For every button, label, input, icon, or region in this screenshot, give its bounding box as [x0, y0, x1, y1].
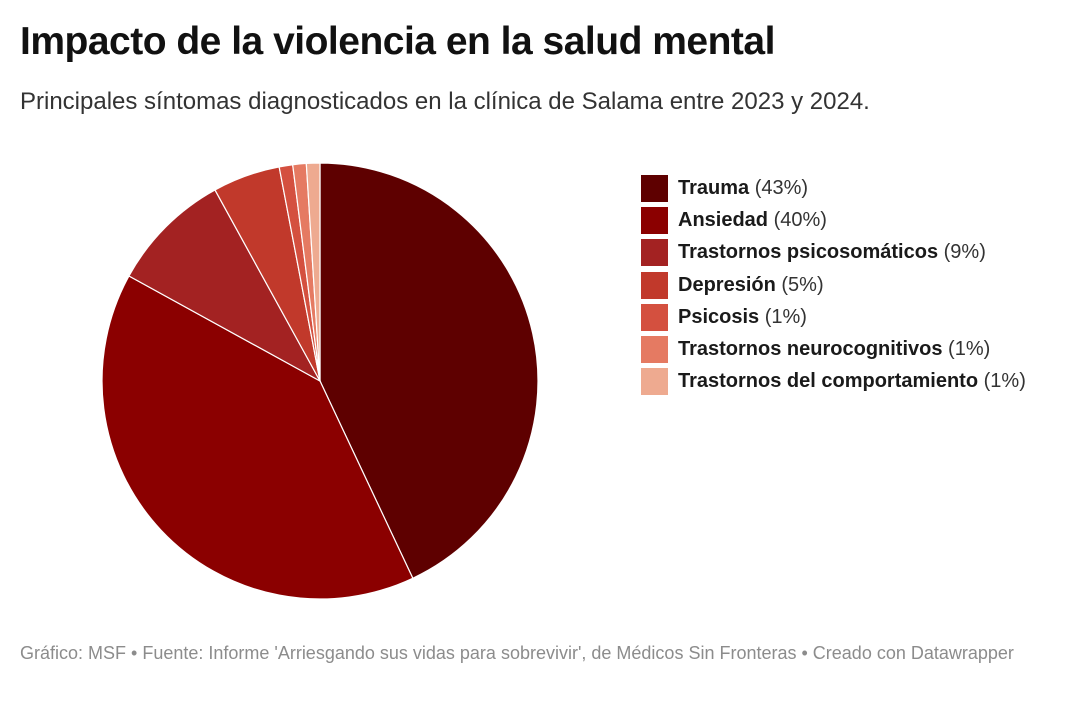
- pie-slice-ansiedad: [101, 275, 414, 600]
- legend-item-depresion: Depresión (5%): [641, 269, 1081, 301]
- legend-percentage: (40%): [773, 208, 827, 231]
- legend-item-psicosis: Psicosis (1%): [641, 301, 1081, 333]
- pie-chart: [101, 162, 539, 600]
- legend-percentage: (5%): [781, 273, 824, 296]
- legend-label: Trastornos del comportamiento: [678, 370, 979, 393]
- legend-percentage: (43%): [754, 176, 809, 199]
- legend-label: Trauma: [678, 176, 750, 199]
- legend-label: Trastornos psicosomáticos: [678, 241, 939, 264]
- legend-swatch: [641, 303, 668, 331]
- legend-item-ansiedad: Ansiedad (40%): [641, 204, 1081, 236]
- legend-label: Depresión: [678, 273, 776, 296]
- legend-item-trastornos-del-comportamiento: Trastornos del comportamiento (1%): [641, 366, 1081, 398]
- legend-label: Ansiedad: [678, 208, 769, 231]
- legend-percentage: (1%): [764, 305, 807, 328]
- legend: Trauma (43%) Ansiedad (40%) Trastornos p…: [641, 172, 1081, 398]
- pie-slice-trauma: [319, 162, 539, 580]
- legend-label: Trastornos neurocognitivos: [678, 338, 943, 361]
- legend-swatch: [641, 206, 668, 234]
- chart-footer: Gráfico: MSF • Fuente: Informe 'Arriesga…: [20, 643, 1014, 663]
- legend-swatch: [641, 271, 668, 299]
- legend-percentage: (1%): [948, 338, 991, 361]
- legend-item-trastornos-neurocognitivos: Trastornos neurocognitivos (1%): [641, 333, 1081, 365]
- chart-title: Impacto de la violencia en la salud ment…: [20, 20, 775, 63]
- legend-percentage: (1%): [983, 370, 1026, 393]
- legend-swatch: [641, 368, 668, 396]
- legend-item-trauma: Trauma (43%): [641, 172, 1081, 204]
- chart-subtitle: Principales síntomas diagnosticados en l…: [20, 88, 870, 115]
- legend-swatch: [641, 174, 668, 202]
- pie-slice-trastornos-del-comportamiento: [305, 162, 321, 382]
- legend-item-trastornos-psicosomaticos: Trastornos psicosomáticos (9%): [641, 237, 1081, 269]
- legend-swatch: [641, 239, 668, 267]
- legend-percentage: (9%): [943, 241, 986, 264]
- legend-label: Psicosis: [678, 305, 760, 328]
- pie-slice-trastornos-psicosomaticos: [128, 189, 322, 383]
- legend-swatch: [641, 336, 668, 364]
